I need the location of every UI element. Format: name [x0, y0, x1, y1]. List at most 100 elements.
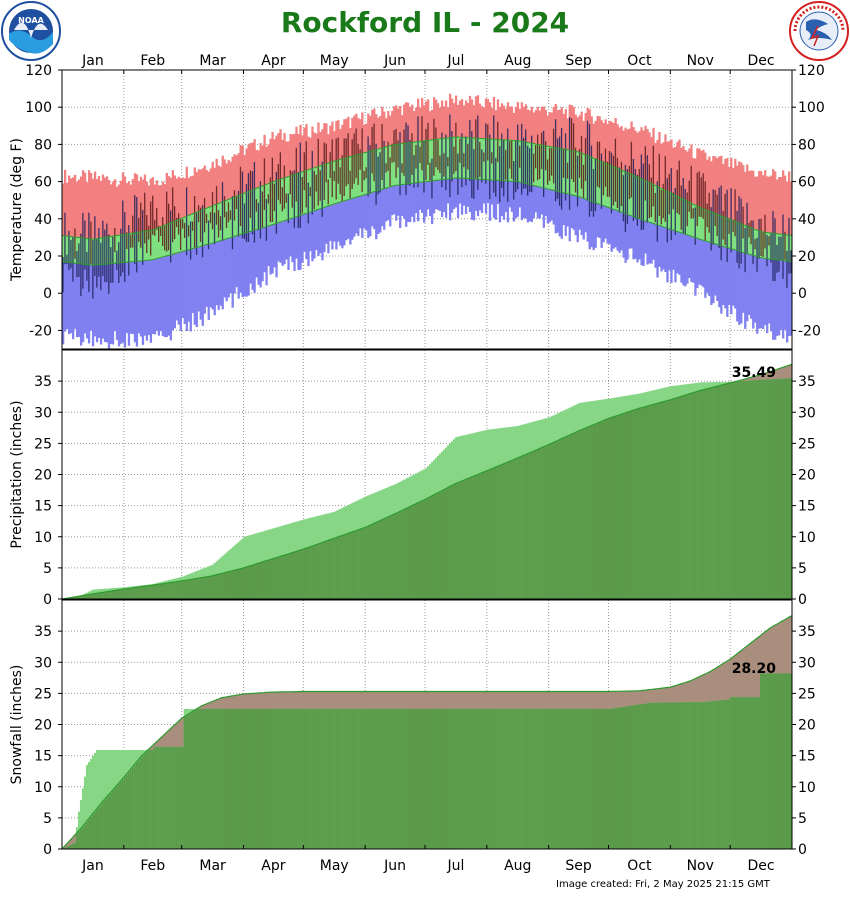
precipitation-overlap-bar: [79, 596, 83, 599]
actual-temp-bar: [285, 193, 287, 203]
actual-temp-bar: [110, 247, 112, 283]
actual-temp-bar: [251, 171, 254, 235]
snowfall-overlap-bar: [315, 708, 318, 849]
record-high-bar: [524, 104, 528, 142]
actual-temp-bar: [550, 148, 553, 176]
snowfall-overlap-bar: [608, 708, 611, 849]
record-low-bar: [768, 258, 771, 324]
actual-temp-bar: [281, 187, 283, 212]
record-low-bar: [718, 244, 721, 308]
snowfall-overlap-bar: [484, 708, 488, 849]
snowfall-ytick-right: 10: [798, 780, 816, 796]
precipitation-ytick-left: 35: [34, 374, 52, 390]
actual-temp-bar: [584, 137, 587, 181]
record-low-bar: [149, 259, 153, 343]
actual-temp-bar: [568, 117, 571, 210]
actual-temp-bar: [419, 146, 421, 164]
precipitation-overlap-bar: [496, 466, 500, 599]
snowfall-overlap-bar: [317, 708, 320, 849]
actual-temp-bar: [668, 173, 670, 215]
precipitation-overlap-bar: [466, 478, 470, 599]
record-low-bar: [335, 203, 338, 250]
precipitation-overlap-bar: [460, 481, 464, 599]
panel-snowfall: 28.20: [61, 599, 793, 850]
record-low-bar: [363, 195, 366, 229]
actual-temp-bar: [195, 212, 198, 255]
record-low-bar: [428, 181, 432, 217]
snowfall-overlap-bar: [147, 750, 151, 849]
actual-temp-bar: [580, 135, 583, 189]
precipitation-overlap-bar: [740, 381, 743, 599]
record-low-bar: [243, 233, 246, 297]
precipitation-overlap-bar: [239, 568, 242, 599]
record-high-bar: [289, 134, 292, 177]
actual-temp-bar: [471, 131, 473, 198]
precipitation-overlap-bar: [494, 467, 498, 599]
record-high-bar: [684, 149, 687, 200]
precipitation-overlap-bar: [556, 440, 559, 599]
snowfall-overlap-bar: [572, 708, 575, 849]
actual-temp-bar: [315, 174, 317, 192]
actual-temp-bar: [770, 232, 772, 263]
precipitation-overlap-bar: [528, 453, 532, 599]
actual-temp-bar: [152, 195, 154, 235]
precipitation-overlap-bar: [377, 521, 380, 599]
record-high-bar: [157, 185, 161, 228]
record-low-bar: [612, 208, 615, 249]
snowfall-overlap-bar: [269, 708, 272, 849]
record-low-bar: [323, 207, 326, 253]
record-low-bar: [377, 190, 380, 234]
precipitation-overlap-bar: [279, 556, 282, 599]
record-low-bar: [502, 180, 506, 220]
record-low-bar: [177, 252, 180, 325]
precipitation-overlap-bar: [365, 527, 368, 599]
snowfall-overlap-bar: [510, 708, 514, 849]
snowfall-overlap-bar: [638, 704, 641, 849]
precipitation-overlap-bar: [85, 595, 89, 599]
snowfall-ytick-left: 20: [34, 718, 52, 734]
record-low-bar: [600, 204, 603, 248]
record-high-bar: [205, 170, 208, 209]
precipitation-overlap-bar: [135, 587, 139, 599]
snowfall-overlap-bar: [419, 708, 422, 849]
snowfall-overlap-bar: [758, 697, 761, 849]
record-high-bar: [83, 172, 87, 239]
record-high-bar: [173, 175, 176, 222]
record-low-bar: [211, 243, 214, 310]
precipitation-overlap-bar: [417, 503, 420, 599]
precipitation-overlap-bar: [329, 540, 332, 599]
actual-temp-bar: [772, 211, 774, 281]
record-low-bar: [588, 200, 591, 250]
precipitation-overlap-bar: [341, 535, 344, 599]
snowfall-overlap-bar: [131, 767, 135, 849]
actual-temp-bar: [297, 171, 299, 228]
snowfall-ytick-right: 0: [798, 842, 807, 858]
precipitation-overlap-bar: [588, 426, 591, 599]
precipitation-ytick-left: 15: [34, 499, 52, 515]
record-low-bar: [484, 179, 488, 214]
record-high-bar: [706, 159, 709, 211]
record-low-bar: [738, 250, 741, 325]
precipitation-overlap-bar: [185, 580, 188, 599]
actual-temp-bar: [261, 191, 264, 228]
actual-temp-bar: [632, 158, 635, 221]
record-low-bar: [361, 195, 364, 238]
snowfall-overlap-bar: [151, 750, 155, 849]
actual-temp-bar: [608, 151, 611, 198]
actual-temp-bar: [213, 212, 216, 245]
actual-temp-bar: [187, 225, 190, 237]
snowfall-overlap-bar: [620, 707, 623, 849]
actual-temp-bar: [497, 121, 499, 162]
precipitation-overlap-bar: [287, 554, 290, 599]
snowfall-overlap-bar: [183, 717, 186, 849]
record-high-bar: [187, 177, 190, 216]
precipitation-overlap-bar: [756, 380, 759, 599]
record-high-bar: [434, 99, 438, 140]
record-low-series: [62, 177, 793, 349]
normal-range-bar: [159, 227, 163, 258]
precipitation-overlap-bar: [688, 394, 691, 599]
precipitation-overlap-bar: [524, 454, 528, 599]
snowfall-overlap-bar: [391, 708, 394, 849]
precipitation-overlap-bar: [307, 547, 310, 599]
record-high-bar: [115, 186, 119, 236]
